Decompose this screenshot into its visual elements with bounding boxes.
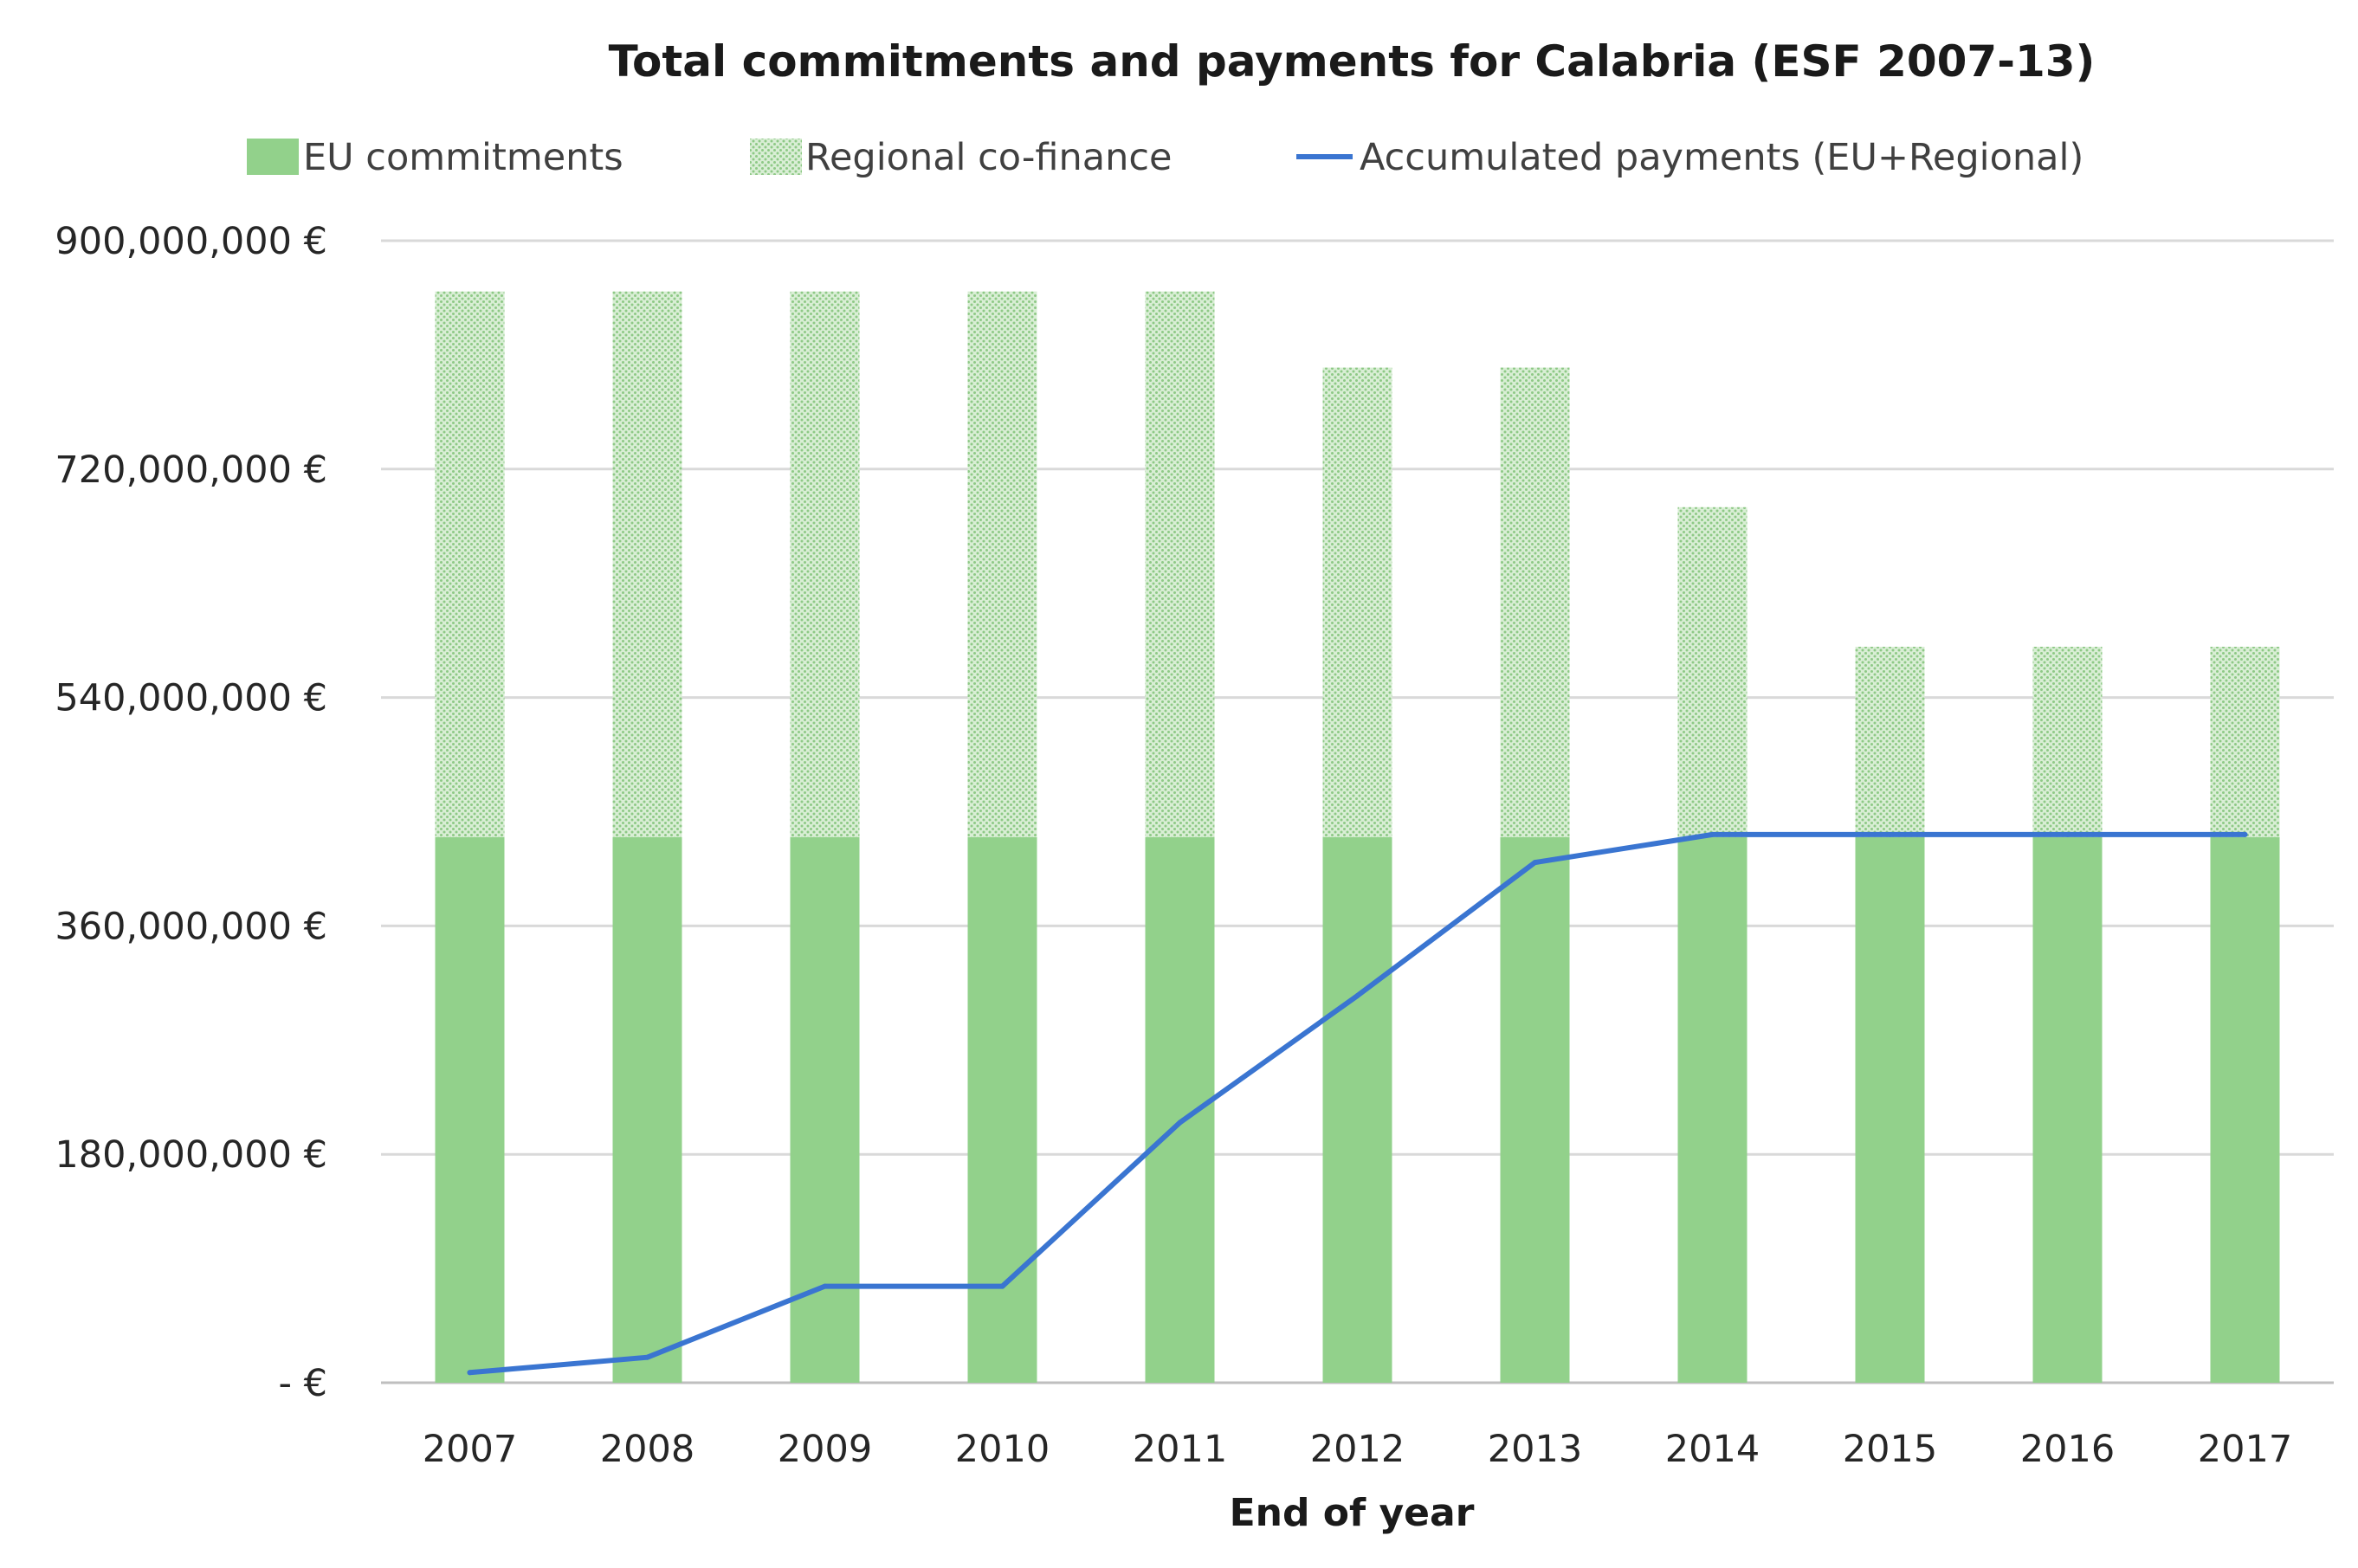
legend-swatch-regional-co-finance [750, 139, 802, 175]
bar-regional-co-finance-2007 [435, 291, 505, 837]
x-tick-label-2017: 2017 [2198, 1428, 2292, 1471]
legend-label-regional-co-finance: Regional co-finance [805, 136, 1172, 179]
bar-regional-co-finance-2012 [1322, 367, 1392, 837]
bar-eu-commitments-2009 [790, 836, 860, 1383]
x-tick-label-2007: 2007 [423, 1428, 517, 1471]
point-accumulated-payments-2012 [1354, 993, 1360, 999]
x-tick-label-2013: 2013 [1488, 1428, 1582, 1471]
bar-eu-commitments-2016 [2032, 836, 2103, 1383]
bar-regional-co-finance-2008 [612, 291, 682, 837]
x-tick-label-2009: 2009 [778, 1428, 872, 1471]
y-tick-label: 900,000,000 € [55, 220, 327, 263]
bar-regional-co-finance-2009 [790, 291, 860, 837]
y-tick-label: 540,000,000 € [55, 677, 327, 720]
payment-line-layer [467, 831, 2248, 1376]
bar-regional-co-finance-2017 [2210, 646, 2280, 837]
y-tick-label: 360,000,000 € [55, 905, 327, 948]
chart-title: Total commitments and payments for Calab… [609, 36, 2096, 87]
y-axis-tick-labels: - € 180,000,000 € 360,000,000 € 540,000,000… [55, 220, 327, 1405]
bar-eu-commitments-2014 [1677, 836, 1748, 1383]
point-accumulated-payments-2017 [2242, 831, 2248, 837]
x-tick-label-2008: 2008 [600, 1428, 694, 1471]
point-accumulated-payments-2014 [1709, 831, 1715, 837]
point-accumulated-payments-2007 [467, 1370, 473, 1376]
chart-legend: EU commitments Regional co-finance Accum… [247, 136, 2083, 179]
x-tick-label-2011: 2011 [1133, 1428, 1227, 1471]
x-tick-label-2010: 2010 [955, 1428, 1050, 1471]
x-axis-title: End of year [1230, 1491, 1475, 1535]
bar-eu-commitments-2012 [1322, 836, 1392, 1383]
bar-regional-co-finance-2016 [2032, 646, 2103, 837]
y-tick-label: 720,000,000 € [55, 448, 327, 492]
bar-regional-co-finance-2011 [1145, 291, 1215, 837]
bar-eu-commitments-2015 [1855, 836, 1925, 1383]
point-accumulated-payments-2011 [1177, 1120, 1183, 1126]
bar-eu-commitments-2017 [2210, 836, 2280, 1383]
bars [435, 291, 2280, 1383]
y-tick-label: 180,000,000 € [55, 1133, 327, 1177]
bar-eu-commitments-2008 [612, 836, 682, 1383]
legend-label-accumulated-payments: Accumulated payments (EU+Regional) [1360, 136, 2083, 179]
x-tick-label-2014: 2014 [1665, 1428, 1760, 1471]
legend-swatch-eu-commitments [247, 139, 299, 175]
bar-eu-commitments-2011 [1145, 836, 1215, 1383]
point-accumulated-payments-2008 [644, 1354, 650, 1360]
x-tick-label-2012: 2012 [1310, 1428, 1405, 1471]
point-accumulated-payments-2016 [2064, 831, 2071, 837]
point-accumulated-payments-2013 [1532, 860, 1538, 866]
point-accumulated-payments-2015 [1887, 831, 1893, 837]
bar-eu-commitments-2013 [1500, 836, 1570, 1383]
bar-eu-commitments-2007 [435, 836, 505, 1383]
y-tick-label: - € [278, 1362, 327, 1405]
point-accumulated-payments-2010 [999, 1283, 1005, 1289]
legend-label-eu-commitments: EU commitments [303, 136, 623, 179]
x-axis-tick-labels: 2007 2008 2009 2010 2011 2012 2013 2014 2015 2016… [423, 1428, 2292, 1471]
bar-eu-commitments-2010 [967, 836, 1037, 1383]
point-accumulated-payments-2009 [822, 1283, 828, 1289]
bar-regional-co-finance-2013 [1500, 367, 1570, 837]
x-tick-label-2016: 2016 [2020, 1428, 2115, 1471]
bar-regional-co-finance-2014 [1677, 507, 1748, 837]
bar-regional-co-finance-2010 [967, 291, 1037, 837]
x-tick-label-2015: 2015 [1843, 1428, 1937, 1471]
bar-regional-co-finance-2015 [1855, 646, 1925, 837]
